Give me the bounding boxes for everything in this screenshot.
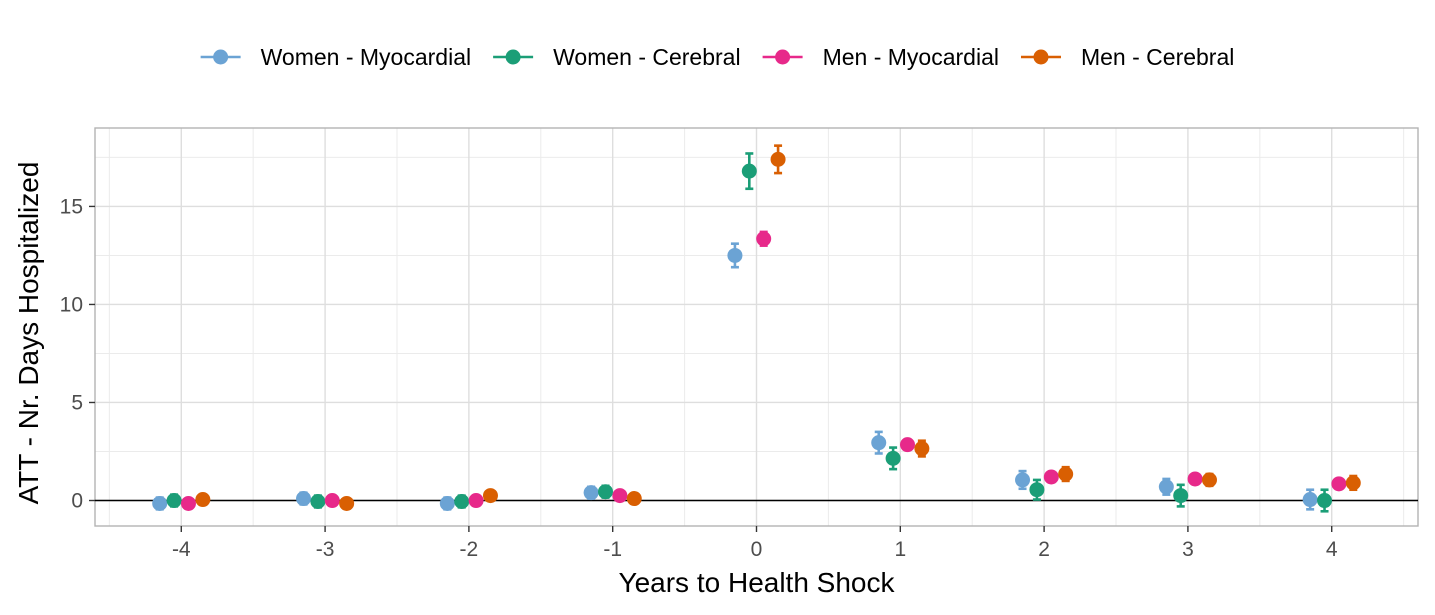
series-women-cerebral — [166, 152, 1333, 513]
data-point — [756, 231, 772, 247]
x-tick-label: -4 — [172, 538, 191, 561]
legend-key — [762, 49, 803, 65]
legend: Women - Myocardial Women - Cerebral Men - … — [200, 44, 1234, 70]
x-axis: -4 -3 -2 -1 0 1 2 3 4 — [172, 526, 1338, 561]
data-point — [195, 492, 211, 508]
legend-label: Women - Myocardial — [261, 44, 471, 70]
data-point — [770, 151, 786, 167]
data-point — [296, 491, 312, 507]
data-point — [583, 485, 599, 501]
series-men-cerebral — [195, 144, 1361, 511]
legend-key-point — [213, 49, 229, 65]
legend-key-point — [1033, 49, 1049, 65]
data-point — [885, 450, 901, 466]
legend-label: Men - Cerebral — [1081, 44, 1234, 70]
data-point — [1187, 471, 1203, 487]
data-point — [339, 495, 355, 511]
y-tick-label: 15 — [60, 195, 83, 218]
data-point — [871, 435, 887, 451]
data-points — [152, 144, 1361, 513]
y-axis: 0 5 10 15 — [60, 195, 95, 513]
data-point — [899, 437, 915, 453]
legend-key — [200, 49, 241, 65]
data-point — [1173, 488, 1189, 504]
data-point — [741, 163, 757, 179]
legend-label: Women - Cerebral — [553, 44, 740, 70]
data-point — [152, 495, 168, 511]
data-point — [1302, 492, 1318, 508]
x-tick-label: 1 — [894, 538, 906, 561]
legend-key-point — [505, 49, 521, 65]
x-tick-label: 2 — [1038, 538, 1050, 561]
data-point — [612, 488, 628, 504]
y-tick-label: 0 — [71, 490, 83, 513]
y-tick-label: 10 — [60, 293, 83, 316]
x-tick-label: 0 — [751, 538, 763, 561]
series-men-myocardial — [180, 230, 1347, 511]
legend-key-point — [775, 49, 791, 65]
data-point — [310, 493, 326, 509]
data-point — [598, 484, 614, 500]
x-tick-label: -2 — [460, 538, 479, 561]
legend-key — [493, 49, 534, 65]
x-tick-label: 4 — [1326, 538, 1338, 561]
data-point — [626, 491, 642, 507]
data-point — [1201, 472, 1217, 488]
data-point — [1029, 482, 1045, 498]
x-tick-label: 3 — [1182, 538, 1194, 561]
legend-label: Men - Myocardial — [823, 44, 999, 70]
plot-panel — [94, 127, 1419, 527]
data-point — [324, 493, 340, 509]
legend-key — [1020, 49, 1061, 65]
data-point — [482, 488, 498, 504]
data-point — [914, 441, 930, 457]
series-women-myocardial — [152, 242, 1318, 511]
data-point — [1043, 469, 1059, 485]
data-point — [439, 495, 455, 511]
y-tick-label: 5 — [71, 391, 83, 414]
data-point — [1331, 476, 1347, 492]
data-point — [468, 493, 484, 509]
x-tick-label: -1 — [603, 538, 622, 561]
data-point — [1015, 472, 1031, 488]
data-point — [1317, 493, 1333, 509]
data-point — [166, 493, 182, 509]
data-point — [454, 493, 470, 509]
data-point — [1345, 475, 1361, 491]
data-point — [1058, 466, 1074, 482]
x-axis-title: Years to Health Shock — [618, 567, 895, 598]
data-point — [1158, 479, 1174, 495]
x-tick-label: -3 — [316, 538, 335, 561]
data-point — [727, 247, 743, 263]
data-point — [180, 495, 196, 511]
y-axis-title: ATT - Nr. Days Hospitalized — [13, 162, 44, 505]
